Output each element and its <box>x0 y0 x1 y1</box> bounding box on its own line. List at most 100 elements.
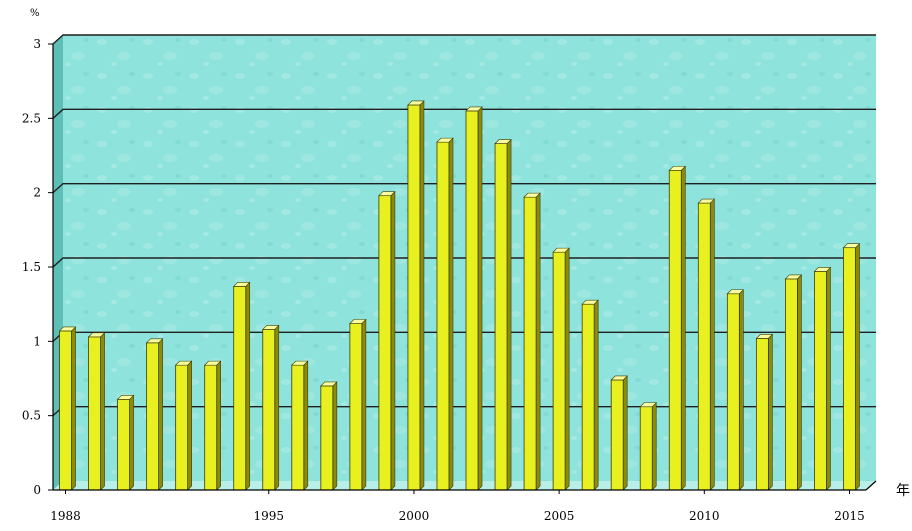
bar-2002 <box>465 106 483 491</box>
y-axis-unit: % <box>30 8 40 19</box>
bar-front <box>146 342 160 491</box>
bar-front <box>88 336 101 491</box>
bar-front <box>233 285 247 491</box>
x-tick-label: 2010 <box>689 509 720 523</box>
bar-top <box>523 192 541 198</box>
bar-top <box>726 289 745 295</box>
bar-1996 <box>291 360 309 491</box>
bar-1990 <box>116 394 135 491</box>
bar-front <box>610 379 624 491</box>
bar-1994 <box>233 281 251 491</box>
bar-front <box>552 251 566 491</box>
bar-side <box>680 165 686 491</box>
bar-top <box>784 274 803 280</box>
bar-top <box>291 360 309 366</box>
bar-2004 <box>523 192 541 491</box>
gridline <box>52 257 876 268</box>
bar-side <box>71 326 76 491</box>
bar-side <box>419 100 425 491</box>
bar-top <box>262 325 280 330</box>
bar-top <box>581 299 599 305</box>
bar-side <box>332 381 338 491</box>
bar-side <box>535 192 541 491</box>
bar-side <box>855 242 860 491</box>
bar-front <box>755 337 769 491</box>
tick-labels: 0 0.5 1 1.5 2 2.5 3% 1988 1995 2000 2005 2010 2015 年 <box>22 8 910 523</box>
bar-front <box>320 385 334 491</box>
bar-2006 <box>581 299 599 491</box>
bar-front <box>843 247 856 491</box>
x-axis-depth <box>865 480 877 491</box>
bar-2001 <box>436 137 454 491</box>
y-tick-label: 3 <box>33 37 41 51</box>
bar-side <box>158 338 163 491</box>
bar-front <box>378 195 392 491</box>
gridline <box>52 108 876 119</box>
bar-top <box>697 198 716 204</box>
y-tick-label: 0.5 <box>22 409 41 423</box>
x-tick-label: 1988 <box>50 509 81 523</box>
bar-side <box>187 360 192 491</box>
bar-side <box>274 324 280 491</box>
bar-front <box>639 406 653 491</box>
bar-top <box>116 395 135 400</box>
bar-1995 <box>262 324 280 491</box>
bar-top <box>552 247 570 253</box>
bar-top <box>145 338 164 344</box>
bar-front <box>291 364 305 491</box>
bar-2015 <box>842 242 861 491</box>
bar-top <box>465 106 483 112</box>
bar-side <box>593 299 599 491</box>
bar-front <box>117 398 130 491</box>
bar-top <box>320 381 338 387</box>
x-tick-label: 1995 <box>253 509 284 523</box>
y-tick-label: 0 <box>33 483 41 497</box>
bar-side <box>448 137 454 491</box>
bar-1989 <box>87 332 106 491</box>
bar-1988 <box>58 326 77 491</box>
bar-top <box>87 332 106 338</box>
bar-side <box>361 318 367 491</box>
bar-front <box>436 141 450 491</box>
bar-1997 <box>320 381 338 491</box>
bar-front <box>494 143 508 491</box>
bar-front <box>175 364 189 491</box>
bar-top <box>407 100 425 106</box>
bar-front <box>668 169 682 491</box>
bar-top <box>233 282 251 287</box>
y-tick-label: 1.5 <box>22 260 41 274</box>
bar-side <box>826 266 831 491</box>
bar-side <box>710 198 715 491</box>
gridline <box>52 182 876 194</box>
bar-2003 <box>494 138 512 491</box>
bar-side <box>739 289 744 491</box>
x-axis-unit: 年 <box>896 483 910 499</box>
bar-side <box>622 375 628 491</box>
bar-top <box>378 191 396 196</box>
bar-1992 <box>174 360 193 491</box>
bar-front <box>581 303 595 491</box>
y-tick-label: 2.5 <box>22 111 41 125</box>
bar-top <box>203 360 222 366</box>
bar-2013 <box>784 274 803 491</box>
bar-2014 <box>813 266 832 491</box>
bar-top <box>842 243 861 248</box>
bar-side <box>216 360 221 491</box>
bar-front <box>407 104 421 491</box>
y-tick-label: 2 <box>33 186 41 200</box>
bar-side <box>245 281 251 491</box>
bar-front <box>204 364 218 491</box>
bar-top <box>755 334 774 339</box>
bar-2012 <box>755 333 774 491</box>
bar-2010 <box>697 198 716 491</box>
bar-top <box>349 319 367 324</box>
bar-1999 <box>378 190 396 491</box>
bar-top <box>813 267 832 272</box>
bar-2009 <box>668 165 686 491</box>
bar-side <box>390 190 396 491</box>
bar-top <box>668 166 686 171</box>
x-tick-label: 2015 <box>834 509 865 523</box>
bar-side <box>506 138 512 491</box>
